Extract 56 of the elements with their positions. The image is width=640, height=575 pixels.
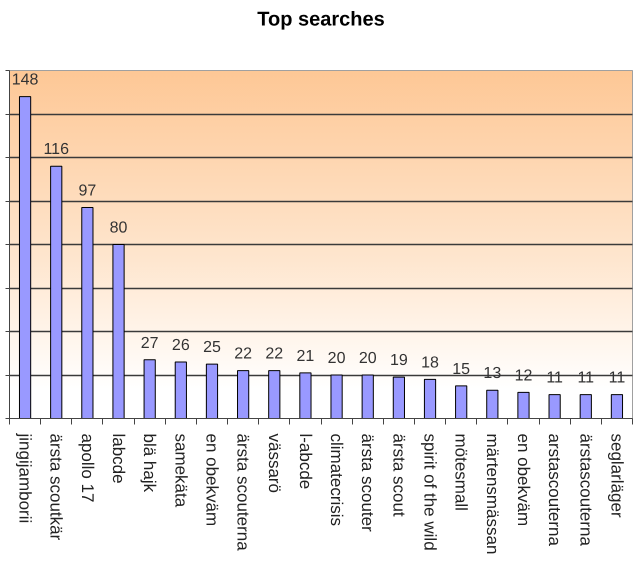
bar	[299, 372, 312, 418]
x-tick-label: mötesmall	[452, 434, 471, 511]
data-label: 20	[328, 350, 346, 367]
bar	[424, 378, 436, 418]
x-tick-label: ärsta scouter	[358, 434, 378, 532]
data-label: 26	[172, 336, 190, 354]
bar	[580, 394, 592, 418]
bar	[18, 96, 32, 418]
x-tick-label: vässarö	[264, 434, 284, 494]
bar	[392, 376, 405, 418]
data-label: 15	[452, 360, 470, 378]
bar	[517, 392, 530, 418]
data-label: 19	[390, 352, 408, 370]
bar	[330, 374, 343, 418]
x-tick-label: seglarläger	[607, 434, 626, 518]
data-label: 116	[43, 141, 70, 158]
x-tick-label: climatecrisis	[327, 434, 346, 526]
bar	[237, 370, 250, 418]
bar	[455, 385, 468, 418]
x-tick-label: en obekväm	[514, 434, 533, 526]
bar	[486, 390, 498, 418]
data-label: 21	[296, 348, 314, 365]
x-tick-label: spirit of the wild	[420, 434, 440, 551]
x-tick-label: samekäta	[171, 434, 190, 508]
data-label: 20	[358, 350, 377, 367]
bar	[610, 394, 624, 418]
bar	[144, 359, 156, 418]
data-label: 22	[234, 346, 252, 363]
x-tick-label: märtensmässan	[482, 434, 502, 554]
x-tick-label: en obekväm	[202, 434, 222, 526]
data-label: 18	[421, 354, 440, 372]
bar	[206, 364, 218, 418]
data-label: 80	[110, 220, 128, 236]
bar	[174, 361, 187, 418]
data-label: 25	[203, 339, 221, 356]
x-tick-label: l-abcde	[296, 434, 315, 490]
x-tick-label: ärstascouterna	[576, 434, 596, 546]
bar	[268, 370, 280, 418]
bar	[50, 166, 62, 418]
bar	[362, 374, 374, 418]
data-label: 97	[78, 182, 96, 200]
x-tick-label: ärsta scoutkär	[46, 434, 66, 541]
x-tick-label: ärsta scouterna	[234, 434, 253, 552]
data-label: 148	[12, 72, 39, 89]
x-tick-label: arstascouterna	[545, 434, 564, 546]
x-tick-label: jingijamborii	[16, 432, 35, 524]
data-label: 27	[140, 334, 159, 352]
x-tick-label: ärsta scout	[389, 434, 408, 517]
data-label: 22	[265, 346, 284, 363]
bar	[548, 394, 561, 418]
x-tick-label: labcde	[109, 434, 128, 484]
x-tick-label: blä hajk	[140, 434, 160, 493]
x-tick-label: apollo 17	[78, 434, 97, 503]
chart-title: Top searches	[257, 8, 385, 30]
bar	[81, 207, 94, 418]
bar	[112, 244, 125, 418]
